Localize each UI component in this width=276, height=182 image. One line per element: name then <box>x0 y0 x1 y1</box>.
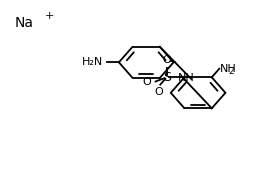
Text: O: O <box>162 55 171 65</box>
Text: NH: NH <box>220 64 237 74</box>
Text: O: O <box>142 78 151 88</box>
Text: NH: NH <box>178 73 195 83</box>
Text: 2: 2 <box>229 67 234 76</box>
Text: +: + <box>45 11 54 21</box>
Text: Na: Na <box>15 16 34 30</box>
Text: O: O <box>154 87 163 97</box>
Text: S: S <box>163 71 171 84</box>
Text: H₂N: H₂N <box>82 57 103 67</box>
Text: −: − <box>168 57 177 67</box>
